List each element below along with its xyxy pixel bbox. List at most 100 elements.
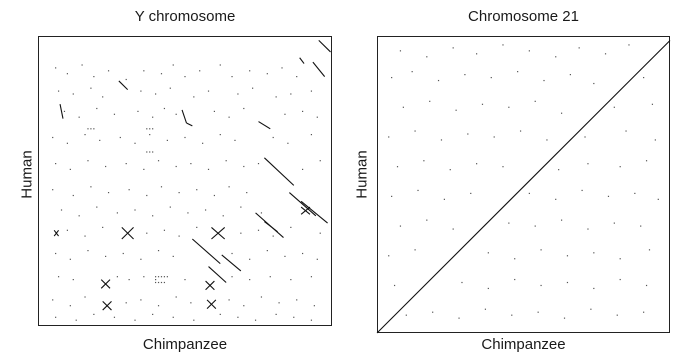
data-point	[146, 151, 148, 153]
alignment-segment	[53, 229, 60, 237]
data-point	[593, 82, 595, 85]
data-point	[207, 90, 210, 92]
data-point	[302, 110, 304, 112]
data-point	[228, 299, 230, 301]
data-point	[391, 195, 393, 197]
data-point	[55, 252, 57, 255]
data-point	[310, 276, 313, 278]
data-point	[72, 194, 74, 197]
data-point	[143, 276, 145, 278]
data-point	[319, 160, 321, 162]
data-point	[275, 96, 277, 98]
data-point	[487, 252, 489, 254]
data-point	[175, 296, 177, 298]
data-point	[228, 186, 230, 188]
data-point	[207, 168, 210, 170]
data-point	[204, 209, 207, 211]
data-point	[231, 76, 233, 78]
data-point	[237, 316, 239, 318]
x-axis-label: Chimpanzee	[481, 336, 566, 353]
data-point	[90, 128, 92, 130]
data-point	[619, 258, 621, 260]
data-point	[440, 139, 443, 141]
data-point	[52, 189, 54, 191]
data-point	[493, 136, 495, 138]
data-point	[146, 128, 148, 130]
data-point	[155, 276, 157, 278]
data-point	[96, 107, 98, 110]
alignment-segment	[59, 104, 64, 119]
data-point	[152, 151, 154, 153]
data-point	[619, 278, 621, 281]
data-point	[249, 258, 251, 260]
data-point	[157, 305, 160, 307]
data-point	[514, 258, 516, 260]
data-point	[172, 316, 174, 318]
data-point	[563, 317, 566, 319]
data-point	[464, 74, 466, 76]
data-point	[231, 276, 233, 278]
data-point	[388, 255, 390, 257]
data-point	[163, 276, 166, 278]
alignment-segment	[312, 61, 326, 77]
data-point	[149, 134, 151, 136]
alignment-segment	[318, 39, 331, 53]
data-point	[140, 299, 142, 301]
data-point	[502, 44, 504, 46]
data-point	[569, 74, 571, 76]
data-point	[72, 93, 74, 95]
data-point	[134, 142, 136, 144]
data-point	[202, 142, 204, 144]
data-point	[99, 139, 101, 141]
data-point	[160, 73, 163, 75]
data-point	[134, 209, 136, 211]
data-point	[163, 229, 166, 231]
data-point	[490, 76, 492, 79]
data-point	[443, 198, 445, 200]
data-point	[411, 71, 413, 73]
data-point	[417, 189, 419, 192]
data-point	[558, 169, 560, 171]
data-point	[178, 235, 180, 237]
data-point	[155, 279, 157, 281]
data-point	[122, 252, 124, 255]
alignment-segment	[100, 279, 111, 289]
data-point	[388, 136, 390, 138]
data-point	[213, 110, 215, 112]
data-point	[555, 56, 557, 58]
data-point	[284, 113, 286, 115]
data-point	[134, 319, 136, 321]
data-point	[302, 168, 304, 170]
y-chromosome-dot-plot	[38, 36, 332, 326]
data-point	[281, 67, 283, 69]
data-point	[178, 192, 180, 194]
data-point	[163, 107, 166, 110]
data-point	[243, 107, 245, 110]
alignment-segment	[264, 157, 295, 186]
data-point	[296, 299, 298, 301]
data-point	[237, 93, 239, 95]
data-point	[257, 229, 260, 231]
data-point	[555, 198, 557, 200]
data-point	[467, 133, 469, 135]
data-point	[432, 311, 434, 313]
data-point	[55, 316, 57, 318]
data-point	[517, 71, 519, 73]
alignment-segment	[191, 238, 221, 265]
data-point	[290, 226, 292, 228]
data-point	[140, 90, 142, 92]
data-point	[508, 106, 510, 108]
data-point	[52, 136, 54, 139]
data-point	[190, 302, 192, 304]
alignment-segment	[300, 200, 328, 224]
data-point	[155, 281, 157, 284]
alignment-segment	[211, 226, 226, 240]
x-axis-label: Chimpanzee	[142, 336, 228, 353]
data-point	[240, 206, 242, 208]
data-point	[55, 67, 57, 69]
data-point	[66, 142, 68, 144]
data-point	[293, 316, 295, 318]
data-point	[302, 252, 304, 255]
data-point	[102, 96, 104, 98]
data-point	[546, 139, 548, 141]
